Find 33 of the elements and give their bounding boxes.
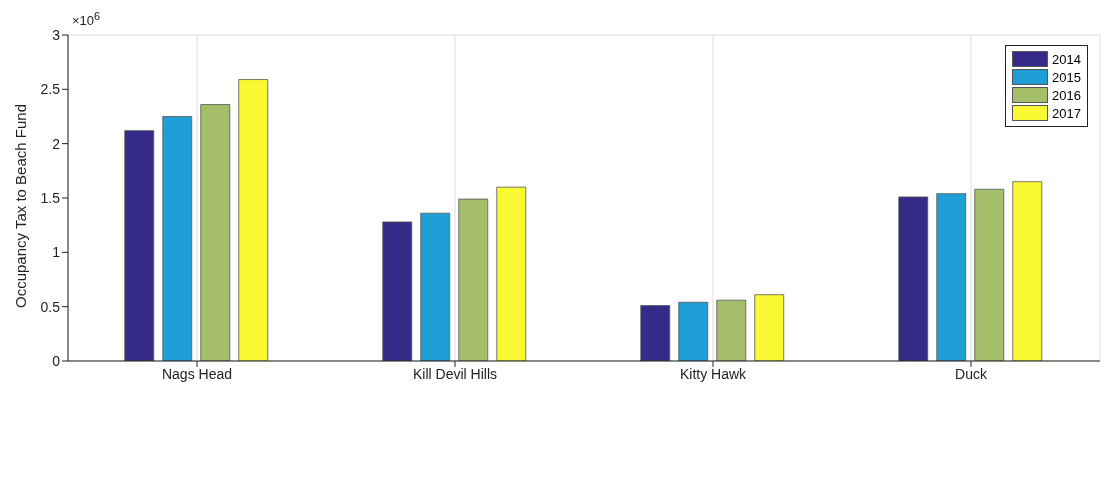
y-tick-label: 2.5: [40, 81, 61, 98]
bar: [716, 299, 747, 361]
bar: [754, 294, 785, 361]
x-tick-label: Kitty Hawk: [679, 365, 748, 382]
legend-label: 2016: [1052, 87, 1081, 103]
bar: [974, 188, 1005, 361]
x-tick-label: Nags Head: [161, 365, 233, 382]
bar: [678, 301, 709, 361]
bar: [1012, 181, 1043, 361]
y-tick-label: 1: [52, 244, 61, 261]
y-tick-label: 1.5: [40, 189, 61, 206]
bar: [898, 196, 929, 361]
x-tick-label: Duck: [955, 365, 988, 382]
bar: [936, 193, 967, 361]
y-tick-label: 0: [52, 352, 61, 369]
bar: [640, 305, 671, 361]
y-tick-label: 0.5: [40, 298, 61, 315]
bar: [496, 186, 527, 361]
y-tick-label: 3: [52, 26, 61, 43]
bar: [162, 116, 193, 361]
legend-label: 2015: [1052, 69, 1081, 85]
y-axis-title: Occupancy Tax to Beach Fund: [12, 103, 30, 308]
x-tick-label: Kill Devil Hills: [412, 365, 498, 382]
bar: [382, 221, 413, 361]
bar: [420, 212, 451, 361]
legend-label: 2017: [1052, 105, 1081, 121]
bar: [458, 198, 489, 361]
bar: [200, 104, 231, 361]
legend-label: 2014: [1052, 51, 1081, 67]
text: ×10$^{6}$: [72, 10, 101, 29]
bar: [124, 130, 155, 361]
y-tick-label: 2: [52, 135, 61, 152]
bar: [238, 79, 269, 361]
